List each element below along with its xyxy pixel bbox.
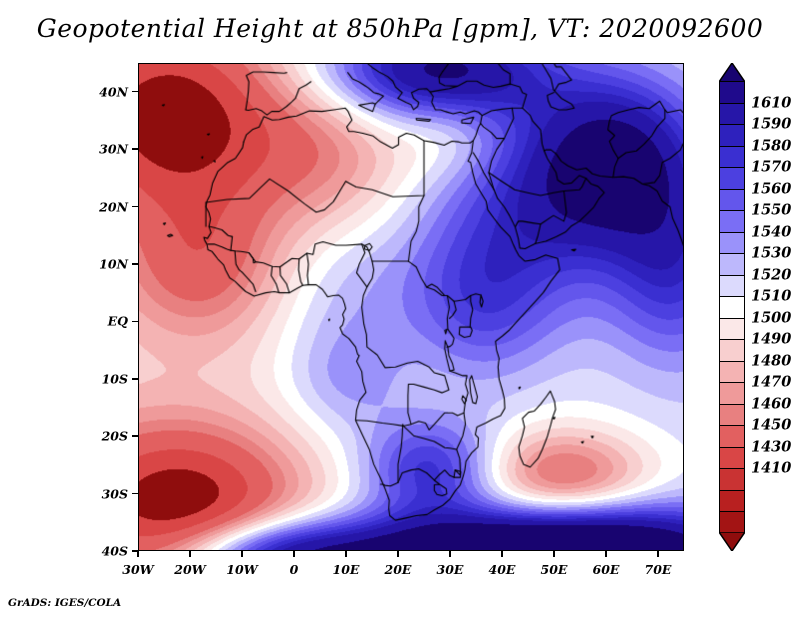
x-axis-tick — [241, 551, 243, 557]
colorbar-swatch — [720, 490, 744, 513]
colorbar-swatch — [720, 211, 744, 233]
y-axis-tick — [132, 205, 138, 208]
colorbar-tick-label: 1470 — [751, 373, 792, 391]
colorbar-swatch — [720, 254, 744, 276]
colorbar-tick-label: 1460 — [751, 395, 792, 413]
y-axis-label: 10S — [101, 371, 128, 387]
y-axis-label: EQ — [107, 313, 128, 329]
y-axis-label: 40S — [101, 543, 128, 559]
colorbar-tick-label: 1480 — [751, 352, 792, 370]
colorbar-swatch — [720, 232, 744, 255]
y-axis-tick — [132, 435, 138, 437]
x-axis-label: 20E — [384, 562, 412, 577]
colorbar: 1610 1590 1580 1570 1560 1550 1540 1530 1520 1510… — [719, 63, 791, 551]
colorbar-swatch — [720, 447, 744, 470]
colorbar-tick-label: 1610 — [751, 94, 792, 112]
y-axis-label: 30N — [99, 141, 128, 157]
x-axis-tick — [449, 551, 451, 557]
colorbar-swatch — [720, 82, 744, 104]
colorbar-tick-label: 1550 — [751, 201, 792, 219]
y-axis-tick — [132, 550, 138, 552]
colorbar-swatch — [720, 103, 744, 126]
colorbar-swatch — [720, 189, 744, 212]
colorbar-swatch — [720, 168, 744, 190]
y-axis-tick — [132, 148, 138, 150]
colorbar-swatch — [720, 404, 744, 427]
x-axis-tick — [501, 551, 503, 557]
y-axis-tick — [132, 263, 138, 265]
colorbar-tick-label: 1520 — [751, 266, 792, 284]
colorbar-swatch — [720, 512, 744, 534]
x-axis-label: 10E — [332, 562, 360, 577]
x-axis-label: 30E — [436, 562, 464, 577]
y-axis-label: 40N — [99, 84, 128, 100]
colorbar-tick-label: 1560 — [751, 180, 792, 198]
y-axis-tick — [132, 492, 138, 495]
colorbar-tick-label: 1410 — [751, 459, 792, 477]
x-axis-tick — [293, 551, 295, 557]
x-axis-tick — [189, 551, 191, 557]
colorbar-swatch — [720, 146, 744, 169]
colorbar-top-arrow-icon — [719, 63, 745, 82]
x-axis-label: 40E — [488, 562, 516, 577]
x-axis-tick — [553, 551, 555, 557]
x-axis-label: 70E — [644, 562, 672, 577]
x-axis-tick — [397, 551, 399, 557]
y-axis-label: 20N — [99, 199, 128, 215]
colorbar-swatch — [720, 383, 744, 405]
colorbar-swatches — [719, 81, 745, 534]
footer-credit: GrADS: IGES/COLA — [8, 597, 122, 609]
x-axis-label: 60E — [592, 562, 620, 577]
colorbar-tick-label: 1490 — [751, 330, 792, 348]
colorbar-swatch — [720, 318, 744, 341]
y-axis-label: 30S — [101, 486, 128, 502]
x-axis-tick — [137, 551, 139, 557]
colorbar-tick-label: 1430 — [751, 438, 792, 456]
colorbar-swatch — [720, 426, 744, 448]
y-axis-tick — [132, 320, 138, 323]
y-axis-tick — [132, 90, 138, 93]
colorbar-swatch — [720, 275, 744, 298]
x-axis-label: 30W — [122, 562, 154, 577]
colorbar-tick-label: 1580 — [751, 137, 792, 155]
x-axis-label: 20W — [174, 562, 206, 577]
colorbar-swatch — [720, 340, 744, 362]
colorbar-swatch — [720, 297, 744, 319]
x-axis-tick — [605, 551, 607, 557]
colorbar-swatch — [720, 361, 744, 384]
colorbar-tick-label: 1500 — [751, 309, 792, 327]
x-axis-tick — [657, 551, 659, 557]
colorbar-tick-label: 1450 — [751, 416, 792, 434]
y-axis-label: 20S — [101, 428, 128, 444]
colorbar-tick-label: 1530 — [751, 244, 792, 262]
colorbar-swatch — [720, 125, 744, 147]
colorbar-bottom-arrow-icon — [719, 532, 745, 551]
y-axis-tick — [132, 378, 138, 380]
colorbar-tick-label: 1590 — [751, 115, 792, 133]
y-axis-label: 10N — [99, 256, 128, 272]
colorbar-tick-label: 1570 — [751, 158, 792, 176]
geopotential-height-heatmap — [139, 64, 683, 550]
colorbar-tick-label: 1540 — [751, 223, 792, 241]
page-title: Geopotential Height at 850hPa [gpm], VT:… — [36, 14, 764, 43]
colorbar-swatch — [720, 469, 744, 491]
x-axis-label: 0 — [289, 562, 299, 577]
x-axis-tick — [345, 551, 347, 557]
map-plot-area — [138, 63, 684, 551]
colorbar-tick-label: 1510 — [751, 287, 792, 305]
x-axis-label: 50E — [540, 562, 568, 577]
x-axis-label: 10W — [226, 562, 258, 577]
